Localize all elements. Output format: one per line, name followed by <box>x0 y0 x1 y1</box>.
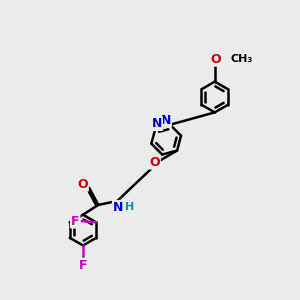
Text: F: F <box>71 214 80 228</box>
Text: H: H <box>125 202 134 212</box>
Text: N: N <box>152 117 162 130</box>
Text: N: N <box>113 201 123 214</box>
Text: N: N <box>160 114 171 127</box>
Text: CH₃: CH₃ <box>231 54 253 64</box>
Text: F: F <box>79 259 87 272</box>
Text: O: O <box>77 178 88 190</box>
Text: O: O <box>149 156 160 169</box>
Text: O: O <box>210 53 221 66</box>
